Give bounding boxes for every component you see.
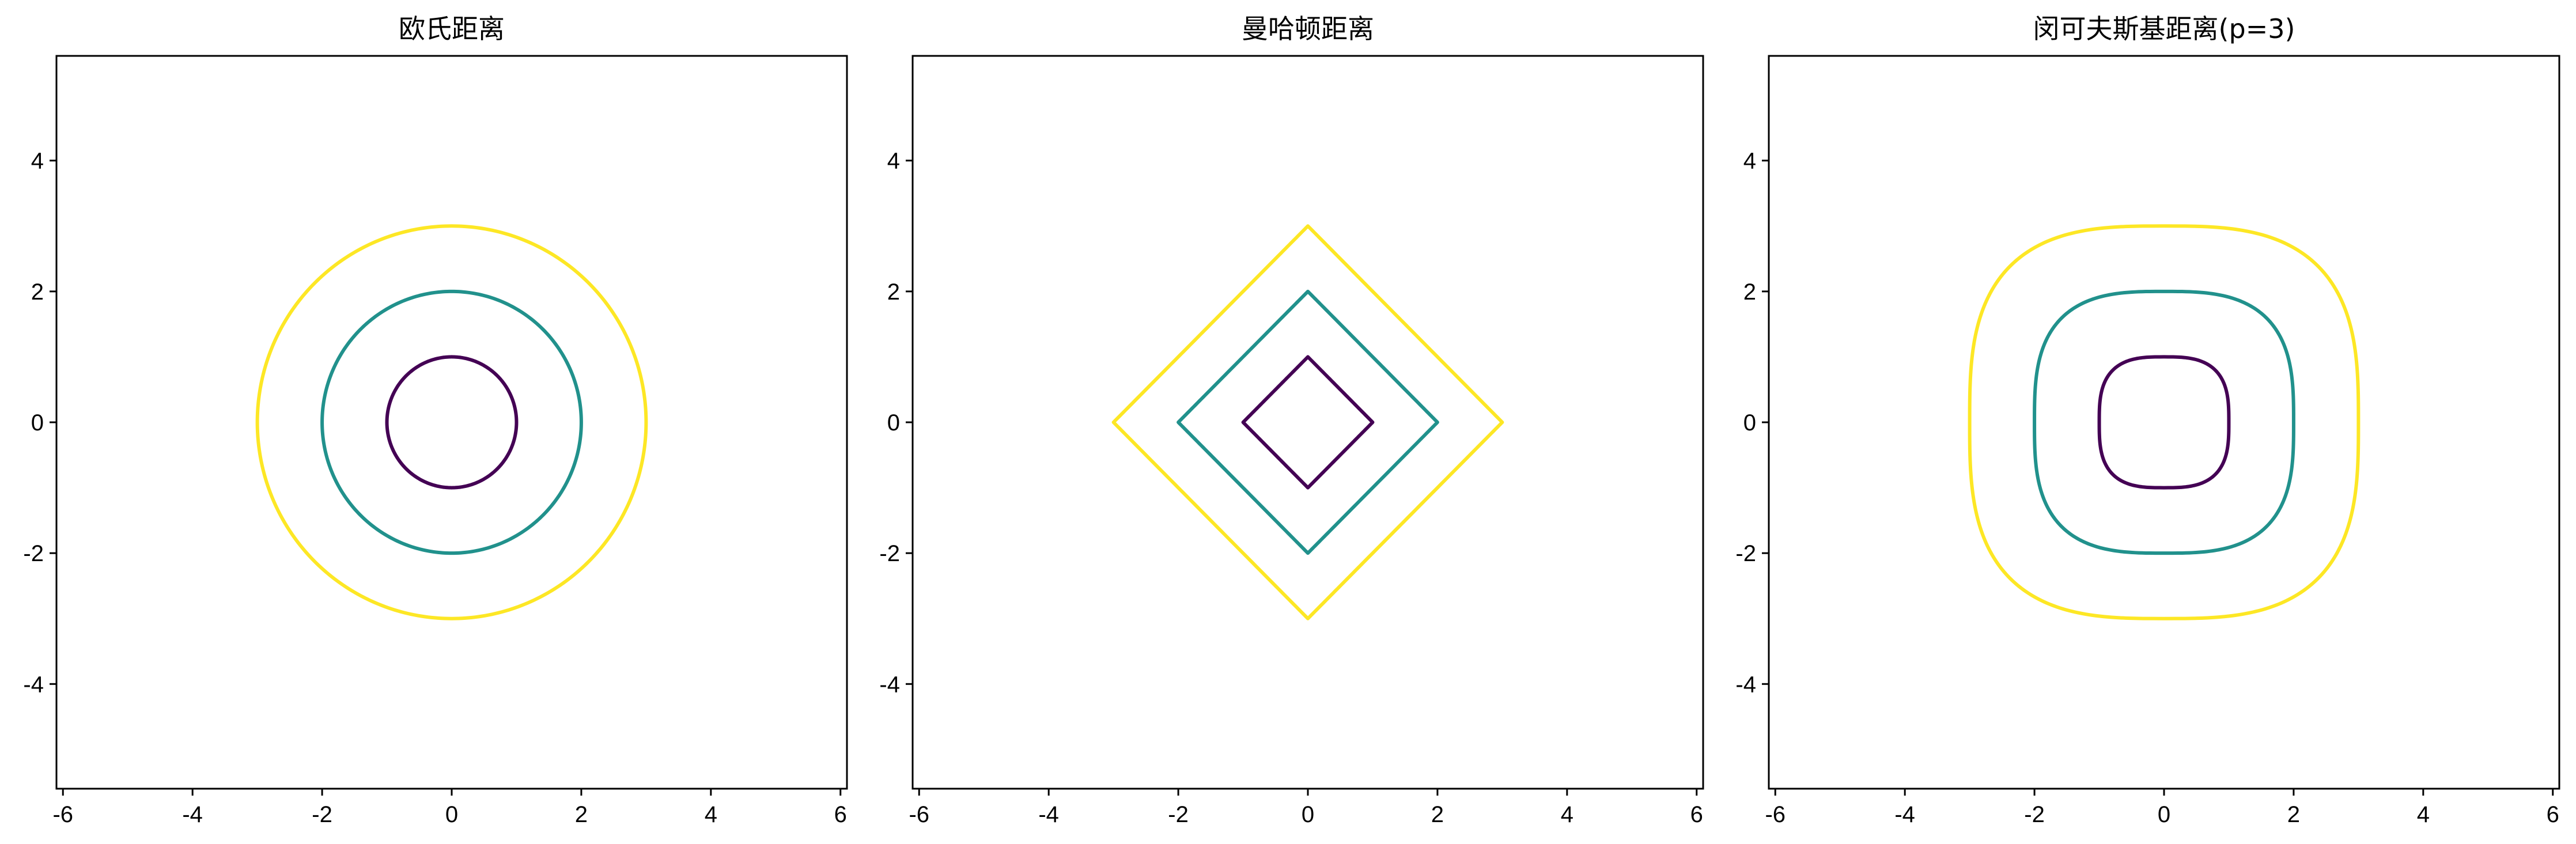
axes-frame <box>55 55 848 790</box>
y-tick-label: 2 <box>31 279 44 305</box>
y-tick-label: -4 <box>1735 672 1756 697</box>
contour-level-3 <box>1111 224 1504 620</box>
x-tick-label: -2 <box>1168 802 1189 827</box>
panel-euclidean: 欧氏距离 -6 -4 -2 0 2 4 6 -4 -2 0 2 4 <box>23 13 848 827</box>
y-tick-label: 2 <box>1743 279 1756 305</box>
y-tick-label: 4 <box>1743 149 1756 174</box>
x-tick-label: 6 <box>1690 802 1703 827</box>
panel-manhattan: 曼哈顿距离 -6 -4 -2 0 2 4 6 -4 -2 0 2 4 <box>879 13 1704 827</box>
x-tick-label: -4 <box>1894 802 1915 827</box>
y-tick-label: -2 <box>23 541 44 566</box>
y-tick-label: 0 <box>887 410 900 436</box>
y-tick-label: 4 <box>887 149 900 174</box>
contour-level-1 <box>385 355 519 490</box>
panel-title: 闵可夫斯基距离(p=3) <box>2033 13 2295 44</box>
y-tick-label: 4 <box>31 149 44 174</box>
x-tick-label: 6 <box>2547 802 2559 827</box>
y-tick-label: 2 <box>887 279 900 305</box>
axes-frame <box>911 55 1704 790</box>
x-tick-label: 4 <box>1561 802 1573 827</box>
x-tick-label: 4 <box>705 802 717 827</box>
panel-minkowski: 闵可夫斯基距离(p=3) -6 -4 -2 0 2 4 6 -4 -2 0 2 4 <box>1735 13 2560 827</box>
plot-area: -6 -4 -2 0 2 4 6 -4 -2 0 2 4 <box>23 55 848 827</box>
x-tick-label: -6 <box>52 802 73 827</box>
x-tick-label: 0 <box>1302 802 1314 827</box>
plot-area: -6 -4 -2 0 2 4 6 -4 -2 0 2 4 <box>1735 55 2560 827</box>
x-tick-label: -2 <box>2024 802 2045 827</box>
contour-level-2 <box>2033 289 2295 555</box>
x-tick-label: 4 <box>2417 802 2430 827</box>
x-tick-label: 0 <box>2158 802 2170 827</box>
x-tick-label: 0 <box>445 802 458 827</box>
contour-level-1 <box>1241 355 1375 490</box>
x-tick-label: 2 <box>575 802 588 827</box>
axes-frame <box>1768 55 2560 790</box>
contour-level-2 <box>320 289 583 555</box>
x-tick-label: 6 <box>834 802 847 827</box>
contour-level-3 <box>255 224 648 620</box>
y-tick-label: 0 <box>31 410 44 436</box>
x-tick-label: 2 <box>1431 802 1444 827</box>
panel-title: 曼哈顿距离 <box>1242 13 1374 44</box>
x-tick-label: -4 <box>182 802 203 827</box>
plot-area: -6 -4 -2 0 2 4 6 -4 -2 0 2 4 <box>879 55 1704 827</box>
x-tick-label: -2 <box>312 802 332 827</box>
x-tick-label: -6 <box>1765 802 1786 827</box>
y-tick-label: 0 <box>1743 410 1756 436</box>
contour-level-3 <box>1968 224 2361 620</box>
y-tick-label: -2 <box>1735 541 1756 566</box>
panel-title: 欧氏距离 <box>399 13 505 44</box>
y-tick-label: -2 <box>879 541 900 566</box>
x-tick-label: 2 <box>2287 802 2300 827</box>
contour-level-1 <box>2097 355 2231 490</box>
y-tick-label: -4 <box>23 672 44 697</box>
contour-level-2 <box>1177 289 1439 555</box>
x-tick-label: -6 <box>909 802 929 827</box>
x-tick-label: -4 <box>1038 802 1059 827</box>
y-tick-label: -4 <box>879 672 900 697</box>
